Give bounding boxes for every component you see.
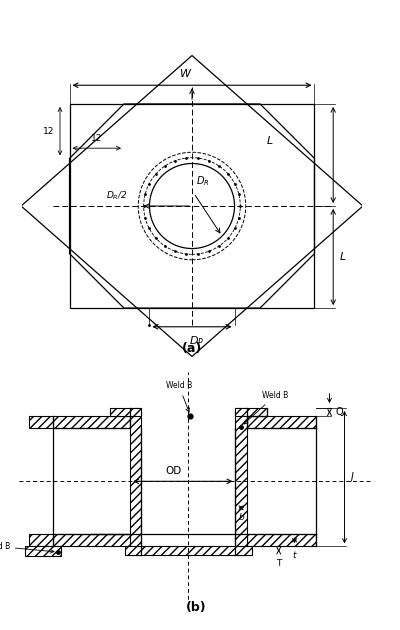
Bar	[247, 416, 316, 428]
Text: 12: 12	[43, 127, 54, 135]
Text: OD: OD	[165, 466, 182, 476]
Bar	[236, 408, 268, 416]
Bar	[29, 416, 53, 428]
Bar	[53, 416, 130, 428]
Bar	[247, 534, 316, 546]
Bar	[110, 408, 142, 416]
Text: T: T	[276, 559, 282, 568]
Bar	[236, 408, 268, 416]
Text: $D_R$: $D_R$	[196, 175, 210, 188]
Text: (b): (b)	[186, 602, 206, 614]
Text: Q: Q	[335, 407, 343, 417]
Bar	[247, 534, 316, 546]
Text: L: L	[267, 136, 273, 146]
Bar	[53, 534, 130, 546]
Bar	[25, 546, 61, 556]
Bar	[236, 408, 247, 554]
Bar	[247, 416, 316, 428]
Text: b: b	[238, 513, 244, 522]
Text: L: L	[339, 252, 346, 262]
Text: Weld B: Weld B	[244, 391, 288, 424]
Bar	[29, 534, 53, 546]
Bar	[53, 416, 130, 428]
Bar	[124, 546, 252, 554]
Bar	[124, 546, 252, 554]
Text: J: J	[350, 472, 353, 482]
Bar	[29, 534, 53, 546]
Text: $D_P$: $D_P$	[190, 335, 205, 348]
Bar	[130, 408, 142, 554]
Text: W: W	[180, 69, 191, 79]
Bar	[25, 546, 61, 556]
Text: t: t	[293, 551, 296, 560]
Text: 12: 12	[91, 134, 102, 144]
Bar	[130, 408, 142, 554]
Bar	[53, 534, 130, 546]
Text: Weld B: Weld B	[166, 381, 192, 412]
Bar	[110, 408, 142, 416]
Bar	[236, 408, 247, 554]
Text: (a): (a)	[182, 342, 202, 355]
Bar	[29, 416, 53, 428]
Text: Weld B: Weld B	[0, 542, 54, 553]
Text: $D_R$/2: $D_R$/2	[106, 190, 128, 202]
